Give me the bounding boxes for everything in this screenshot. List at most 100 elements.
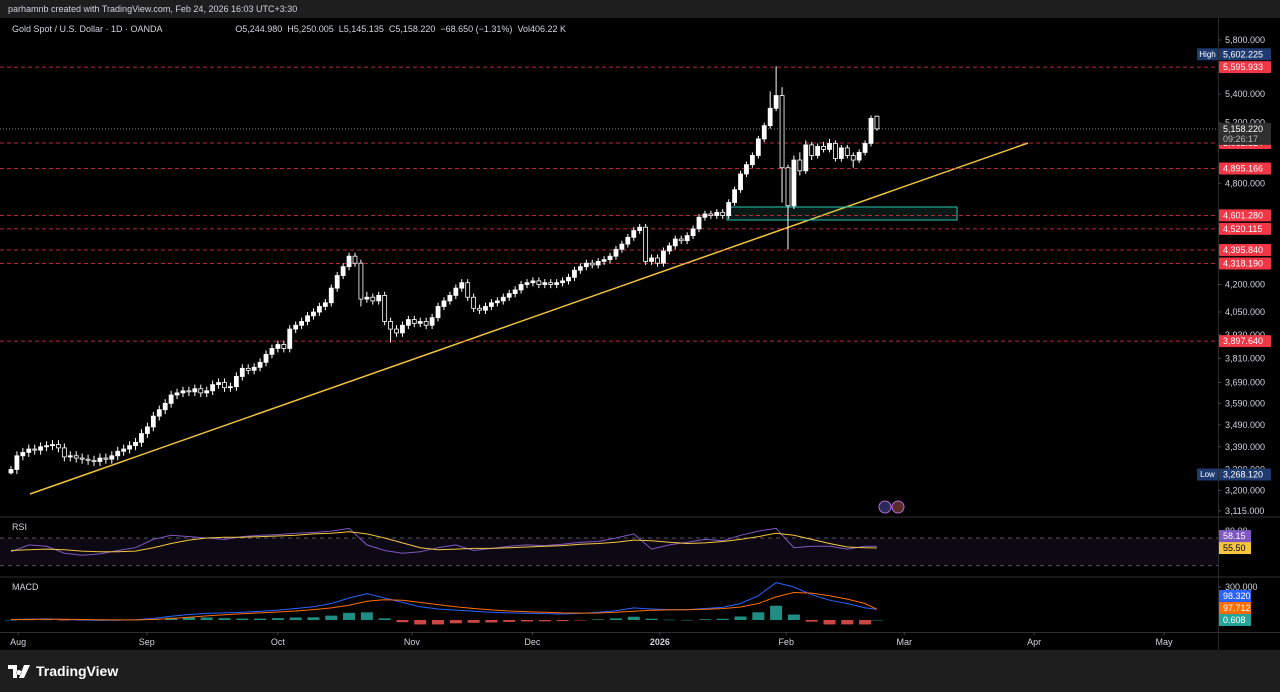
extreme-tag-bg [1197, 468, 1218, 481]
candle-body [417, 321, 423, 324]
y-tick-label: 3,490.000 [1225, 420, 1265, 430]
candle-body [210, 384, 216, 392]
candle-body [198, 388, 204, 394]
candle-body [666, 245, 672, 252]
histogram-bar [716, 618, 729, 621]
value-label-bg [1219, 589, 1251, 602]
price-label: 4,318.190 [1223, 258, 1263, 268]
indicator-line [10, 582, 877, 621]
price-label: 5,602.225 [1223, 49, 1263, 59]
price-label: 4,895.166 [1223, 163, 1263, 173]
candle-body [269, 348, 275, 355]
candle-body [459, 282, 465, 289]
histogram-bar [645, 618, 658, 621]
candle-body [257, 361, 263, 368]
ohlc-field: L5,145.135 [339, 24, 384, 34]
candle-body [340, 266, 346, 276]
candle-body [103, 457, 109, 460]
histogram-bar [520, 620, 533, 622]
extreme-tag: Low [1200, 470, 1215, 479]
value-label-bg [1219, 601, 1251, 614]
event-icon [891, 500, 905, 514]
histogram-bar [574, 620, 587, 621]
candle-body [761, 125, 767, 140]
candle-body [483, 306, 488, 311]
candle-body [180, 390, 186, 394]
histogram-bar [503, 620, 516, 622]
ohlc-field: −68.650 (−1.31%) [440, 24, 512, 34]
candle-body [305, 315, 310, 322]
candle-body [20, 452, 26, 457]
candle-body [601, 259, 607, 262]
candle-body [815, 145, 821, 156]
y-tick-label: 4,800.000 [1225, 178, 1265, 188]
y-tick-label: 3,200.000 [1225, 485, 1265, 495]
candle-body [874, 115, 880, 130]
candle-body [755, 138, 761, 156]
candle-body [868, 117, 874, 144]
candle-body [518, 284, 524, 291]
brand-logo [8, 665, 30, 678]
histogram-bar [307, 617, 320, 621]
y-tick-label: 5,800.000 [1225, 35, 1265, 45]
candle-body [833, 142, 838, 159]
candle-body [714, 211, 720, 216]
candle-body [465, 282, 471, 298]
price-label-bg [1219, 162, 1271, 175]
candle-body [423, 321, 429, 326]
candle-body [844, 147, 850, 156]
candle-body [334, 275, 340, 289]
price-label: 4,520.115 [1223, 224, 1262, 234]
candle-body [453, 287, 459, 296]
price-label-bg [1219, 335, 1271, 348]
x-tick-label: Oct [271, 637, 286, 647]
candle-body [162, 402, 168, 411]
candle-body [477, 307, 482, 311]
candle-body [14, 455, 20, 470]
candle-body [726, 202, 732, 216]
candle-body [785, 167, 791, 207]
histogram-bar [378, 618, 391, 621]
histogram-bar [787, 614, 800, 621]
value-label: 97.712 [1223, 603, 1251, 613]
candle-body [115, 450, 121, 457]
candle-body [548, 282, 554, 285]
candle-body [364, 296, 370, 300]
indicator-line [10, 531, 877, 553]
price-label-bg [1219, 468, 1271, 481]
candle-body [649, 257, 654, 262]
candle-body [429, 317, 435, 326]
histogram-bar [200, 617, 213, 621]
x-tick-label: Sep [139, 637, 155, 647]
candle-body [150, 415, 156, 428]
candle-body [85, 458, 91, 461]
brand-name: TradingView [36, 663, 118, 679]
ohlc-field: Vol406.22 K [517, 24, 566, 34]
candle-body [589, 262, 595, 266]
candle-body [542, 282, 548, 285]
histogram-bar [432, 620, 445, 625]
x-tick-label: Dec [524, 637, 541, 647]
histogram-bar [4, 619, 17, 621]
candle-body [441, 300, 447, 307]
candle-body [405, 319, 411, 326]
candle-body [275, 344, 281, 349]
ohlc-field: O5,244.980 [235, 24, 282, 34]
candle-body [637, 226, 643, 231]
histogram-bar [218, 618, 231, 621]
candle-body [61, 447, 67, 458]
candle-body [388, 321, 393, 330]
candle-body [394, 328, 399, 334]
price-label-bg [1219, 222, 1271, 235]
candle-body [109, 455, 115, 460]
candle-body [643, 226, 649, 262]
y-tick-label: 3,115.000 [1225, 506, 1264, 516]
y-tick-label: 5,200.000 [1225, 118, 1265, 128]
histogram-bar [396, 620, 409, 623]
candle-body [744, 164, 749, 175]
value-label-bg [1219, 530, 1251, 543]
candle-body [56, 444, 61, 449]
histogram-bar [343, 612, 356, 621]
candle-body [322, 302, 328, 307]
candle-body [560, 280, 565, 284]
